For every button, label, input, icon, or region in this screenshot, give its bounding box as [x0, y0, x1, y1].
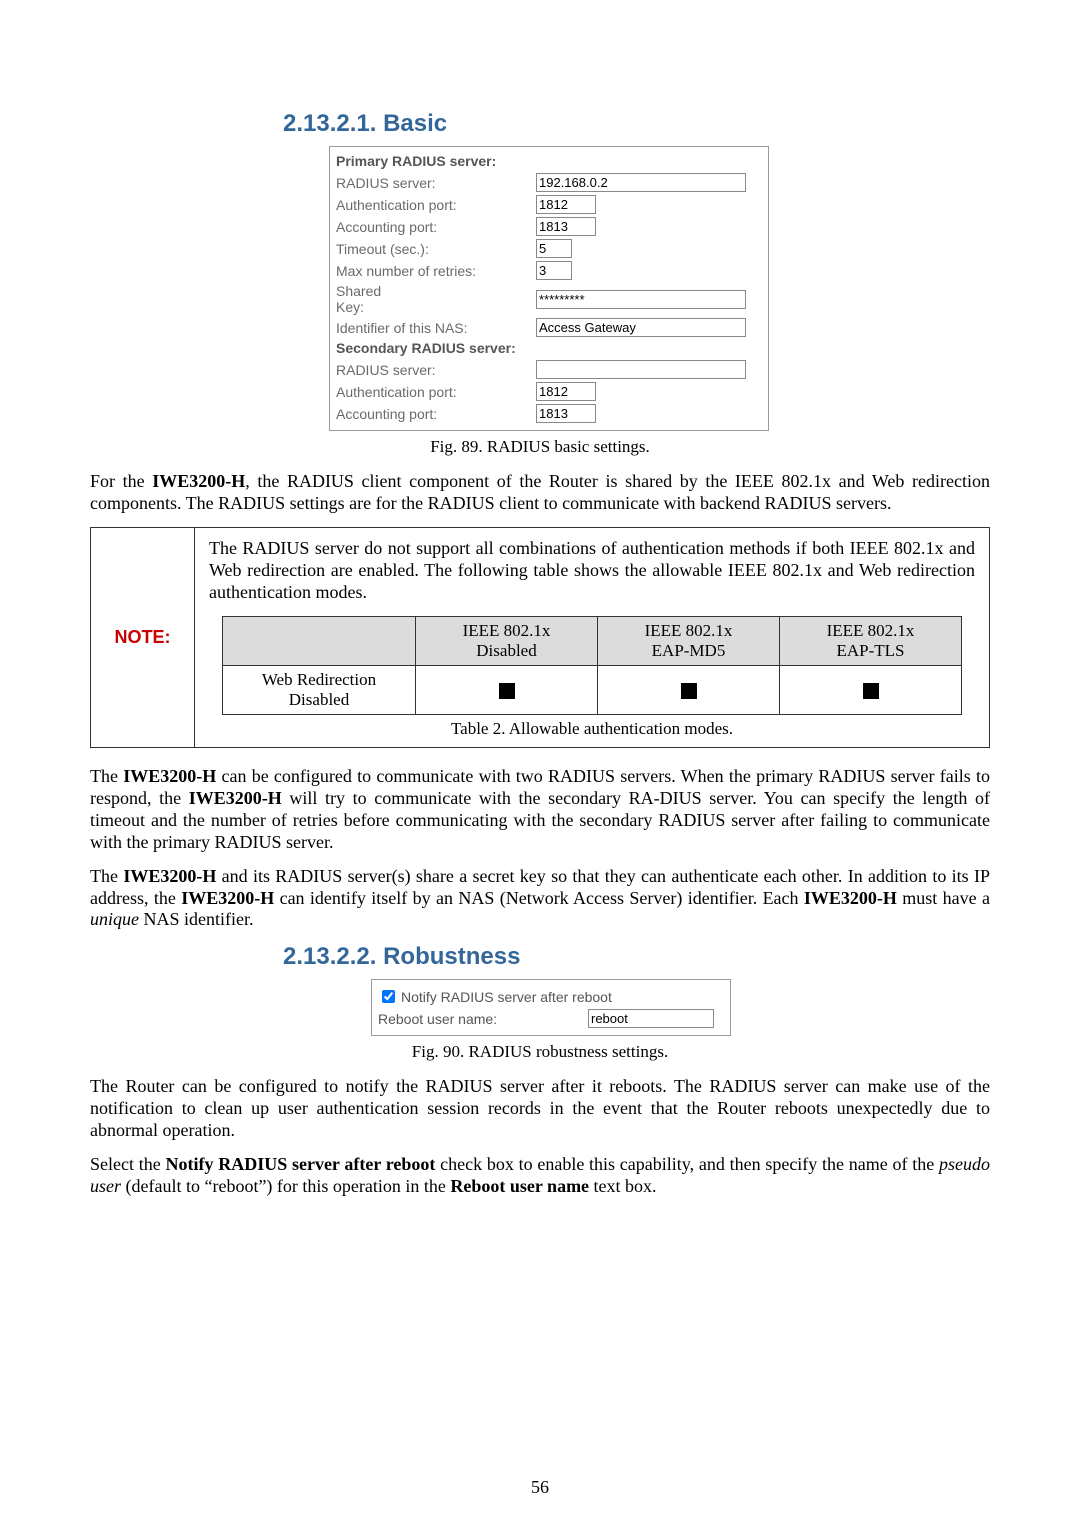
shared-label-line2: Key: [336, 299, 364, 315]
page-number: 56 [0, 1477, 1080, 1498]
retries-input[interactable] [536, 261, 572, 280]
sec-auth-port-label: Authentication port: [336, 384, 536, 400]
model-bold: IWE3200-H [181, 888, 274, 908]
shared-key-input[interactable] [536, 290, 746, 309]
reboot-user-bold: Reboot user name [450, 1176, 589, 1196]
note-label: NOTE: [91, 528, 195, 747]
model-bold: IWE3200-H [804, 888, 897, 908]
row-label: Web RedirectionDisabled [223, 665, 416, 714]
nas-id-label: Identifier of this NAS: [336, 320, 536, 336]
square-icon [863, 683, 879, 699]
auth-modes-table: IEEE 802.1xDisabled IEEE 802.1xEAP-MD5 I… [222, 616, 962, 715]
paragraph-4: The Router can be configured to notify t… [90, 1076, 990, 1142]
unique-italic: unique [90, 909, 139, 929]
model-bold: IWE3200-H [123, 866, 216, 886]
radius-server-label: RADIUS server: [336, 175, 536, 191]
robustness-panel: Notify RADIUS server after reboot Reboot… [371, 979, 731, 1036]
section-heading-basic: 2.13.2.1. Basic [283, 110, 990, 138]
reboot-username-label: Reboot user name: [378, 1011, 588, 1027]
note-block: NOTE: The RADIUS server do not support a… [90, 527, 990, 748]
cell-3 [780, 665, 962, 714]
timeout-label: Timeout (sec.): [336, 241, 536, 257]
model-bold: IWE3200-H [123, 766, 216, 786]
primary-radius-server-input[interactable] [536, 173, 746, 192]
radius-settings-panel: Primary RADIUS server: RADIUS server: Au… [329, 146, 769, 431]
sec-server-label: RADIUS server: [336, 362, 536, 378]
secondary-auth-port-input[interactable] [536, 382, 596, 401]
notify-bold: Notify RADIUS server after reboot [165, 1154, 435, 1174]
square-icon [681, 683, 697, 699]
section-heading-robustness: 2.13.2.2. Robustness [283, 943, 990, 971]
paragraph-2: The IWE3200-H can be configured to commu… [90, 766, 990, 854]
notify-reboot-label: Notify RADIUS server after reboot [401, 989, 612, 1005]
shared-label-line1: Shared [336, 283, 381, 299]
secondary-radius-server-input[interactable] [536, 360, 746, 379]
square-icon [499, 683, 515, 699]
paragraph-1: For the IWE3200-H, the RADIUS client com… [90, 471, 990, 515]
secondary-radius-title: Secondary RADIUS server: [336, 340, 762, 356]
model-bold: IWE3200-H [152, 471, 245, 491]
model-bold: IWE3200-H [189, 788, 282, 808]
col-header-3: IEEE 802.1xEAP-TLS [780, 616, 962, 665]
sec-acct-port-label: Accounting port: [336, 406, 536, 422]
cell-1 [416, 665, 598, 714]
figure-89-caption: Fig. 89. RADIUS basic settings. [90, 437, 990, 457]
note-text: The RADIUS server do not support all com… [209, 538, 975, 604]
col-header-2: IEEE 802.1xEAP-MD5 [598, 616, 780, 665]
retries-label: Max number of retries: [336, 263, 536, 279]
primary-radius-title: Primary RADIUS server: [336, 153, 762, 169]
shared-key-label: Shared Key: [336, 283, 536, 315]
reboot-username-input[interactable] [588, 1009, 714, 1028]
paragraph-5: Select the Notify RADIUS server after re… [90, 1154, 990, 1198]
nas-id-input[interactable] [536, 318, 746, 337]
cell-2 [598, 665, 780, 714]
primary-acct-port-input[interactable] [536, 217, 596, 236]
primary-auth-port-input[interactable] [536, 195, 596, 214]
paragraph-3: The IWE3200-H and its RADIUS server(s) s… [90, 866, 990, 932]
table-2-caption: Table 2. Allowable authentication modes. [209, 719, 975, 739]
secondary-acct-port-input[interactable] [536, 404, 596, 423]
figure-90-caption: Fig. 90. RADIUS robustness settings. [90, 1042, 990, 1062]
notify-reboot-checkbox[interactable] [382, 990, 395, 1003]
timeout-input[interactable] [536, 239, 572, 258]
col-header-1: IEEE 802.1xDisabled [416, 616, 598, 665]
acct-port-label: Accounting port: [336, 219, 536, 235]
auth-port-label: Authentication port: [336, 197, 536, 213]
